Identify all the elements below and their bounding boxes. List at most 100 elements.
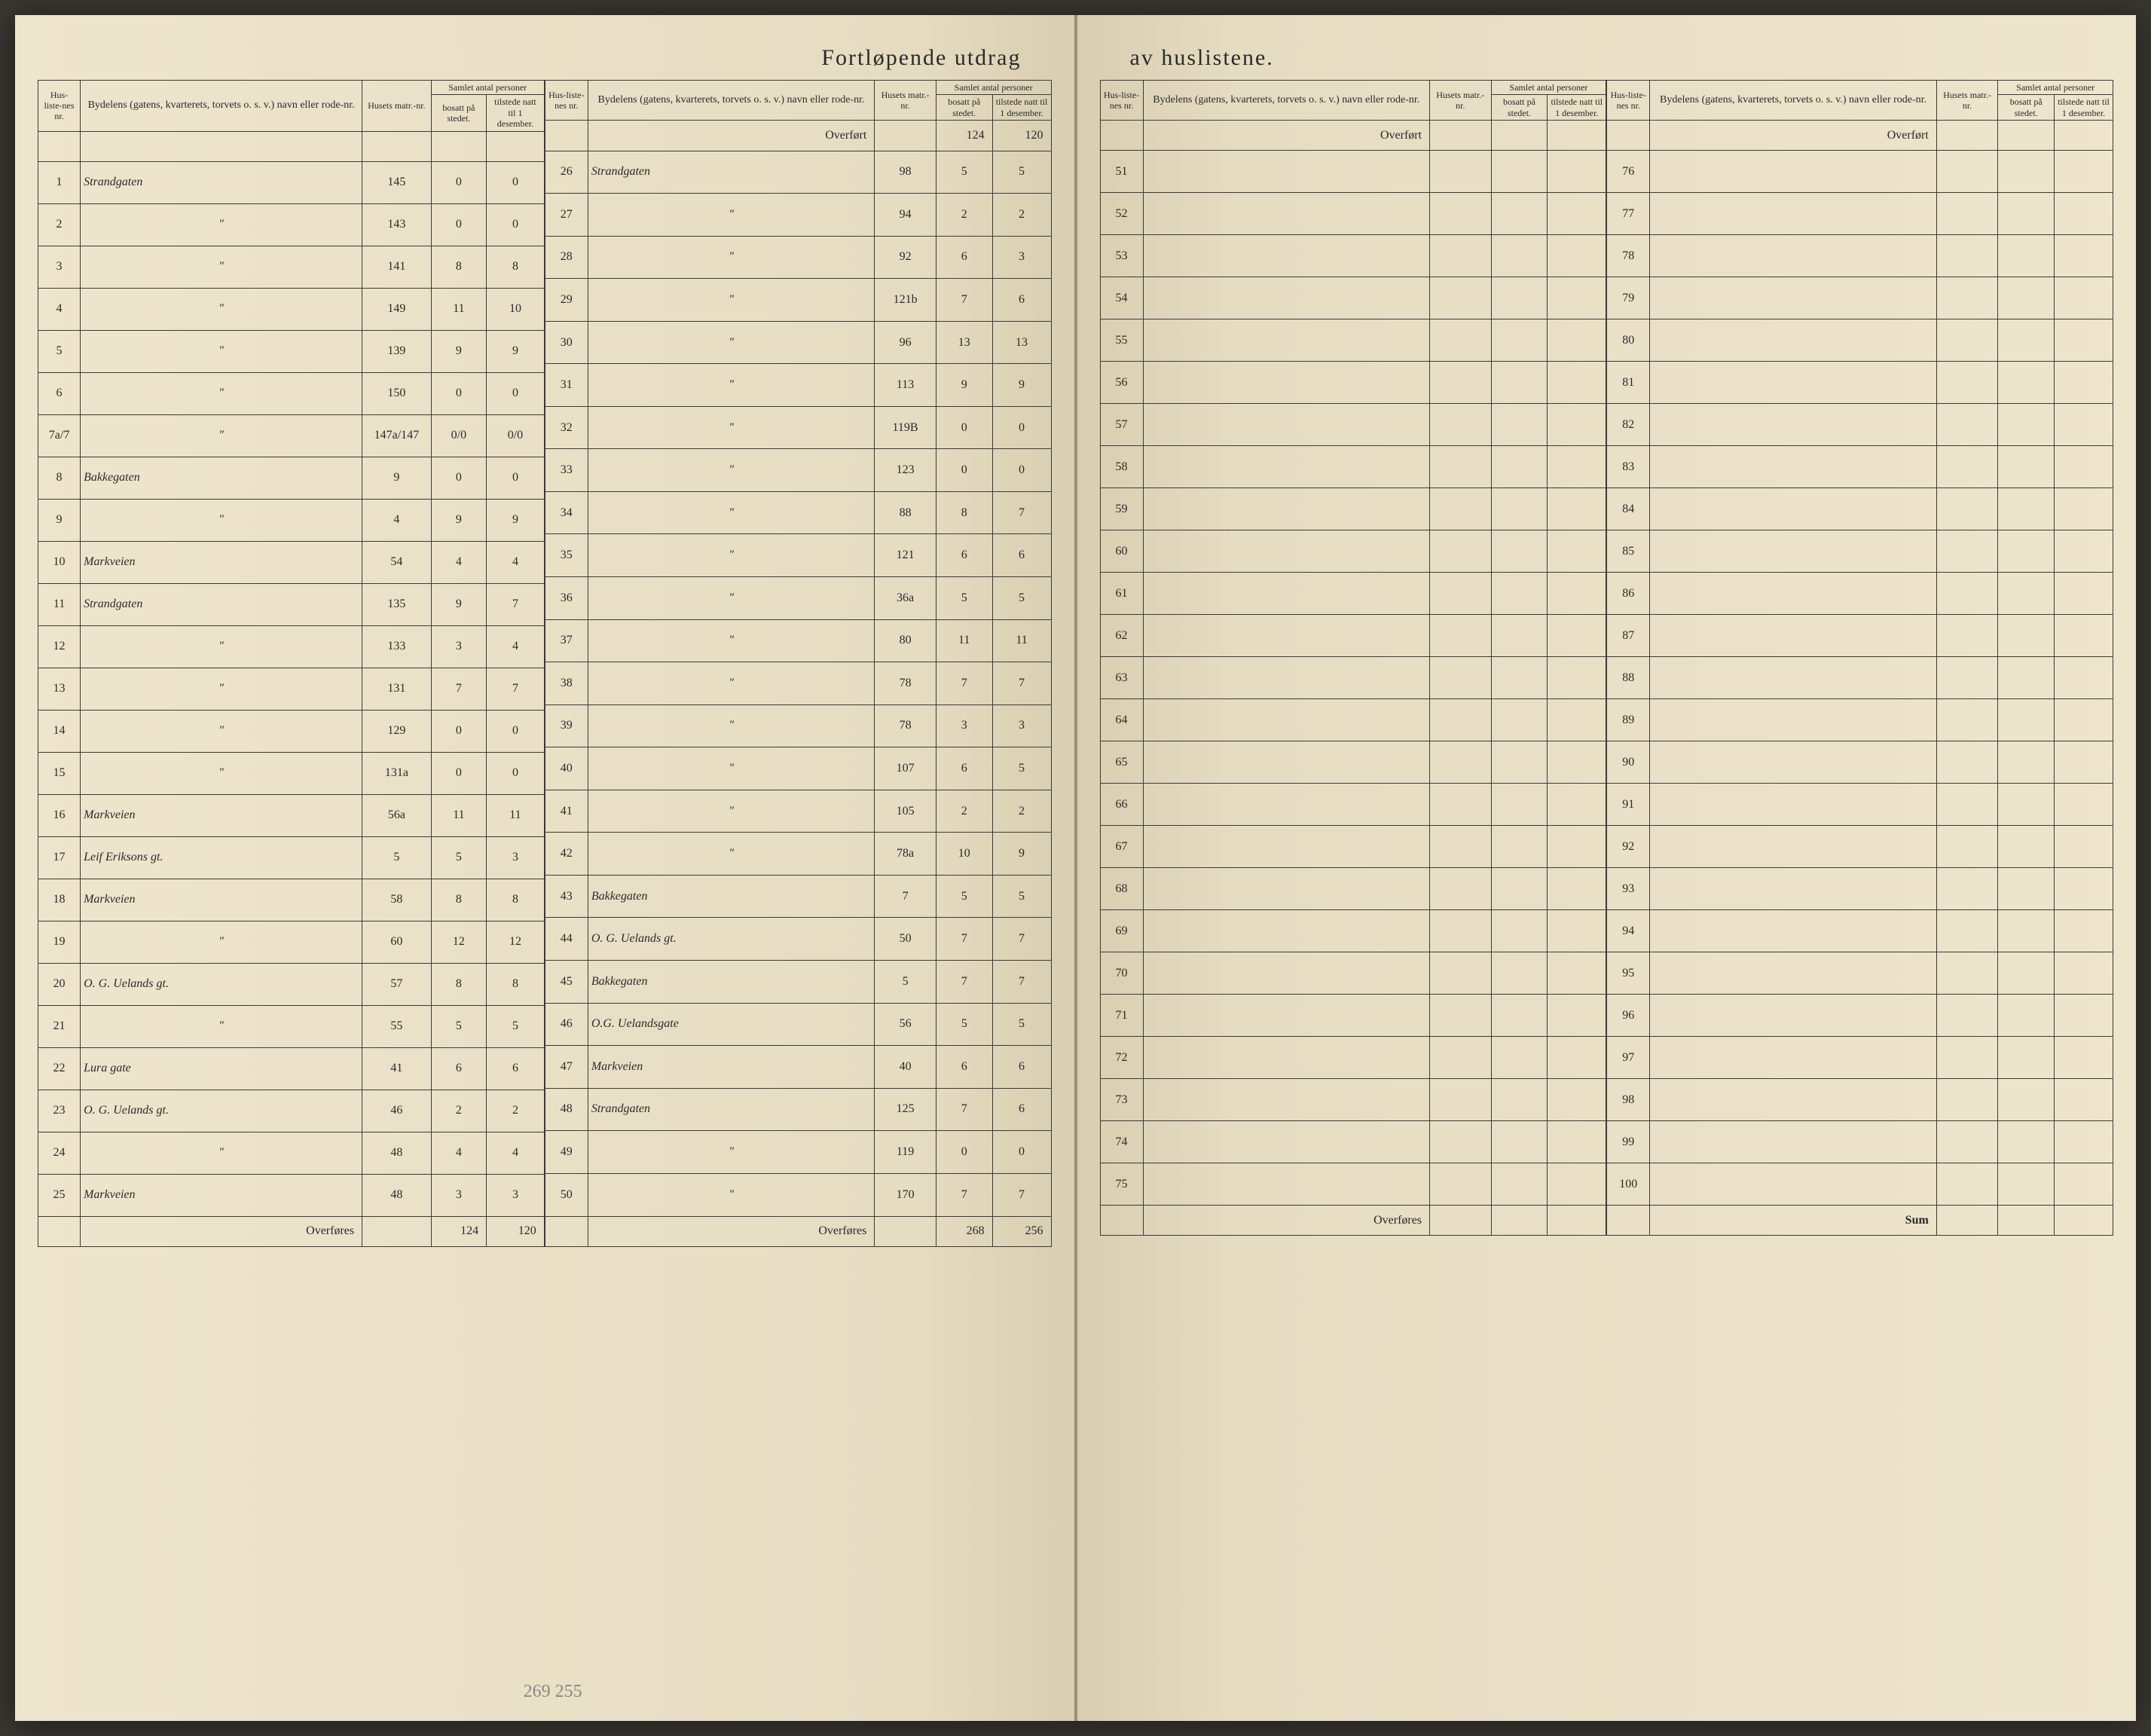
table-row: 81 (1607, 362, 2113, 404)
row-name (1143, 446, 1429, 488)
row-matr (1430, 826, 1492, 868)
row-nr: 7a/7 (38, 414, 81, 457)
row-matr (1936, 362, 1998, 404)
table-row: 26Strandgaten9855 (545, 151, 1051, 194)
row-tilstede: 6 (992, 1088, 1051, 1131)
row-nr: 99 (1607, 1121, 1650, 1163)
table-row: 5"13999 (38, 330, 545, 372)
row-nr: 20 (38, 963, 81, 1005)
row-tilstede: 3 (487, 836, 545, 879)
row-matr (1430, 1163, 1492, 1206)
row-tilstede: 5 (992, 151, 1051, 194)
row-name (1650, 910, 1936, 952)
row-matr: 105 (875, 790, 936, 833)
row-bosatt: 9 (431, 330, 486, 372)
table-row: 72 (1100, 1037, 1606, 1079)
thead-col1: Hus-liste-nes nr. Bydelens (gatens, kvar… (38, 81, 545, 132)
row-nr: 93 (1607, 868, 1650, 910)
row-matr (1936, 235, 1998, 277)
row-bosatt: 5 (936, 151, 992, 194)
row-name: " (81, 710, 362, 752)
row-matr: 145 (362, 161, 432, 203)
row-matr: 80 (875, 619, 936, 662)
row-name (1143, 235, 1429, 277)
row-name: " (81, 203, 362, 246)
row-tilstede: 12 (487, 921, 545, 963)
left-page: Fortløpende utdrag Hus-liste-nes nr. Byd… (15, 15, 1076, 1721)
row-bosatt: 9 (431, 583, 486, 625)
row-bosatt (1998, 995, 2055, 1037)
row-bosatt: 0 (431, 710, 486, 752)
row-matr (1936, 277, 1998, 319)
tbody-col3: Overført 5152535455565758596061626364656… (1100, 121, 1606, 1206)
row-nr: 45 (545, 960, 588, 1003)
row-matr: 125 (875, 1088, 936, 1131)
row-matr: 98 (875, 151, 936, 194)
row-bosatt (1998, 868, 2055, 910)
row-matr: 48 (362, 1174, 432, 1216)
table-row: 95 (1607, 952, 2113, 995)
row-name (1650, 826, 1936, 868)
table-row: 62 (1100, 615, 1606, 657)
table-row: 78 (1607, 235, 2113, 277)
table-row: 30"961313 (545, 321, 1051, 364)
row-nr: 51 (1100, 151, 1143, 193)
row-nr: 91 (1607, 784, 1650, 826)
table-row: 69 (1100, 910, 1606, 952)
table-row: 94 (1607, 910, 2113, 952)
hdr-nr: Hus-liste-nes nr. (1607, 81, 1650, 121)
row-tilstede: 2 (992, 194, 1051, 237)
row-bosatt: 3 (431, 625, 486, 668)
row-nr: 100 (1607, 1163, 1650, 1206)
row-bosatt: 6 (936, 1046, 992, 1089)
row-matr (1936, 1079, 1998, 1121)
row-name: " (588, 747, 874, 790)
row-tilstede (2055, 910, 2113, 952)
table-row: 19"601212 (38, 921, 545, 963)
row-nr: 82 (1607, 404, 1650, 446)
row-nr: 80 (1607, 319, 1650, 362)
row-tilstede (1548, 657, 1606, 699)
row-nr: 6 (38, 372, 81, 414)
row-name (1650, 573, 1936, 615)
table-row: 9"499 (38, 499, 545, 541)
row-tilstede (2055, 615, 2113, 657)
row-nr: 65 (1100, 741, 1143, 784)
row-tilstede: 0 (487, 161, 545, 203)
row-nr: 63 (1100, 657, 1143, 699)
table-row: 70 (1100, 952, 1606, 995)
row-bosatt: 8 (431, 963, 486, 1005)
row-tilstede: 0 (487, 457, 545, 499)
row-tilstede (2055, 1163, 2113, 1206)
row-bosatt (1491, 488, 1548, 530)
row-matr (1936, 573, 1998, 615)
table-row: 3"14188 (38, 246, 545, 288)
row-matr: 5 (875, 960, 936, 1003)
row-nr: 43 (545, 875, 588, 918)
thead-col4: Hus-liste-nes nr. Bydelens (gatens, kvar… (1607, 81, 2113, 121)
row-nr: 40 (545, 747, 588, 790)
row-nr: 96 (1607, 995, 1650, 1037)
row-nr: 14 (38, 710, 81, 752)
row-nr: 19 (38, 921, 81, 963)
row-tilstede (1548, 1037, 1606, 1079)
row-bosatt: 0/0 (431, 414, 486, 457)
row-name: Bakkegaten (588, 960, 874, 1003)
table-row: 24"4844 (38, 1132, 545, 1174)
table-row: 93 (1607, 868, 2113, 910)
row-nr: 49 (545, 1131, 588, 1174)
row-nr: 34 (545, 491, 588, 534)
row-nr: 83 (1607, 446, 1650, 488)
row-name: Markveien (81, 541, 362, 583)
row-bosatt (1998, 1079, 2055, 1121)
row-matr (1936, 530, 1998, 573)
overfores-tilstede: 120 (487, 1216, 545, 1246)
row-matr (1430, 1037, 1492, 1079)
row-name: Leif Eriksons gt. (81, 836, 362, 879)
table-row: 1Strandgaten14500 (38, 161, 545, 203)
row-tilstede: 13 (992, 321, 1051, 364)
row-tilstede: 7 (992, 662, 1051, 705)
table-row: 49"11900 (545, 1131, 1051, 1174)
row-name (1143, 573, 1429, 615)
row-matr (1430, 995, 1492, 1037)
